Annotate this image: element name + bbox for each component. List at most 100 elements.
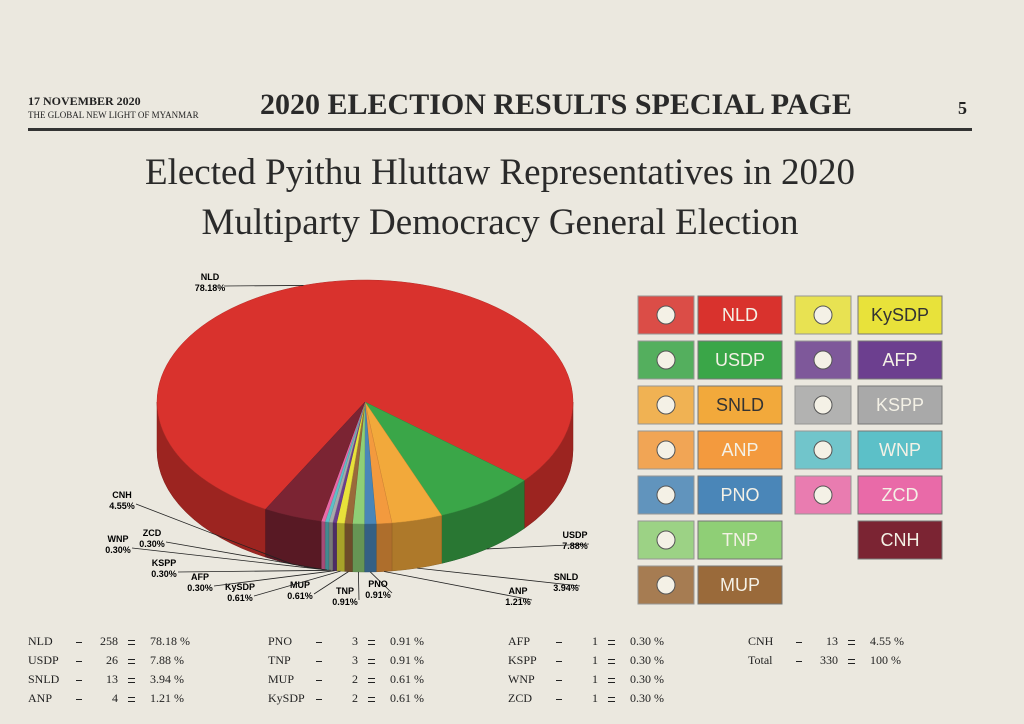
percent: 0.91 % [390, 653, 424, 667]
legend-label: KySDP [871, 305, 929, 325]
equals [848, 640, 855, 645]
party: WNP [508, 672, 535, 686]
legend-swatch [697, 520, 783, 560]
slice-label: TNP [336, 586, 354, 596]
percent: 0.30 % [630, 691, 664, 705]
slice-label: AFP [191, 572, 209, 582]
legend-label: ZCD [882, 485, 919, 505]
pie-slice-side [320, 520, 326, 571]
dash [316, 661, 322, 662]
equals [128, 678, 135, 683]
flag [794, 340, 852, 380]
slice-value: 7.88% [562, 541, 588, 551]
dash [76, 661, 82, 662]
party: ZCD [508, 691, 532, 705]
percent: 78.18 % [150, 634, 190, 648]
equals [848, 659, 855, 664]
slice-value: 4.55% [109, 501, 135, 511]
legend-label: ANP [721, 440, 758, 460]
slice-label: ZCD [143, 528, 162, 538]
dash [556, 642, 562, 643]
legend-swatch [697, 475, 783, 515]
legend-label: USDP [715, 350, 765, 370]
seats: 1 [592, 691, 598, 705]
leader-line [384, 571, 533, 601]
flag-emblem [813, 485, 833, 505]
percent: 0.91 % [390, 634, 424, 648]
pie-slice-side [324, 521, 330, 571]
legend-label: CNH [881, 530, 920, 550]
slice-label: USDP [562, 530, 587, 540]
equals [608, 659, 615, 664]
slice-value: 3.94% [553, 583, 579, 593]
legend-swatch [857, 430, 943, 470]
slice-label: ANP [508, 586, 527, 596]
legend-label: PNO [720, 485, 759, 505]
legend-label: WNP [879, 440, 921, 460]
equals [368, 659, 375, 664]
seats: 13 [106, 672, 118, 686]
pie-slice-side [364, 523, 377, 573]
equals [608, 697, 615, 702]
chart-title: Elected Pyithu Hluttaw Representatives i… [144, 152, 856, 243]
party: KSPP [508, 653, 537, 667]
page-number: 5 [958, 98, 967, 118]
legend-swatch [697, 430, 783, 470]
dash [76, 642, 82, 643]
dash [316, 642, 322, 643]
equals [128, 640, 135, 645]
pie-slice-side [391, 515, 442, 572]
leader-line [165, 541, 324, 570]
party: PNO [268, 634, 293, 648]
rule [28, 128, 972, 131]
percent: 0.30 % [630, 653, 664, 667]
slice-value: 0.61% [227, 593, 253, 603]
equals [128, 659, 135, 664]
legend-label: MUP [720, 575, 760, 595]
dash [556, 699, 562, 700]
percent: 1.21 % [150, 691, 184, 705]
leader-line [131, 547, 327, 571]
flag-emblem [813, 440, 833, 460]
flag-emblem [656, 305, 676, 325]
flag-emblem [656, 530, 676, 550]
slice-label: WNP [108, 534, 129, 544]
seats: 2 [352, 672, 358, 686]
dash [556, 661, 562, 662]
chart: NLD78.18%USDP7.88%SNLD3.94%ANP1.21%PNO0.… [105, 272, 943, 607]
flag [637, 430, 695, 470]
flag-emblem [813, 395, 833, 415]
seats: 1 [592, 634, 598, 648]
percent: 7.88 % [150, 653, 184, 667]
legend-swatch [697, 340, 783, 380]
leader-line [253, 570, 341, 597]
percent: 3.94 % [150, 672, 184, 686]
party: USDP [28, 653, 59, 667]
flag-emblem [656, 485, 676, 505]
slice-value: 78.18% [195, 283, 226, 293]
leader-line [486, 543, 590, 550]
legend-swatch [857, 475, 943, 515]
party: KySDP [268, 691, 305, 705]
pie-slice [265, 401, 366, 522]
percent: 0.61 % [390, 672, 424, 686]
leader-line [223, 285, 304, 287]
paper-name: THE GLOBAL NEW LIGHT OF MYANMAR [28, 110, 199, 120]
slice-label: KSPP [152, 558, 177, 568]
slice-value: 0.91% [332, 597, 358, 607]
leader-line [417, 567, 581, 587]
slice-value: 1.21% [505, 597, 531, 607]
percent: 4.55 % [870, 634, 904, 648]
party: SNLD [28, 672, 60, 686]
legend-swatch [697, 565, 783, 605]
party: CNH [748, 634, 774, 648]
party: NLD [28, 634, 53, 648]
dash [556, 680, 562, 681]
leader-line [177, 569, 331, 573]
legend-label: AFP [882, 350, 917, 370]
pie-slice-side [344, 523, 353, 573]
equals [368, 678, 375, 683]
flag-emblem [813, 350, 833, 370]
slice-label: KySDP [225, 582, 255, 592]
equals [368, 697, 375, 702]
